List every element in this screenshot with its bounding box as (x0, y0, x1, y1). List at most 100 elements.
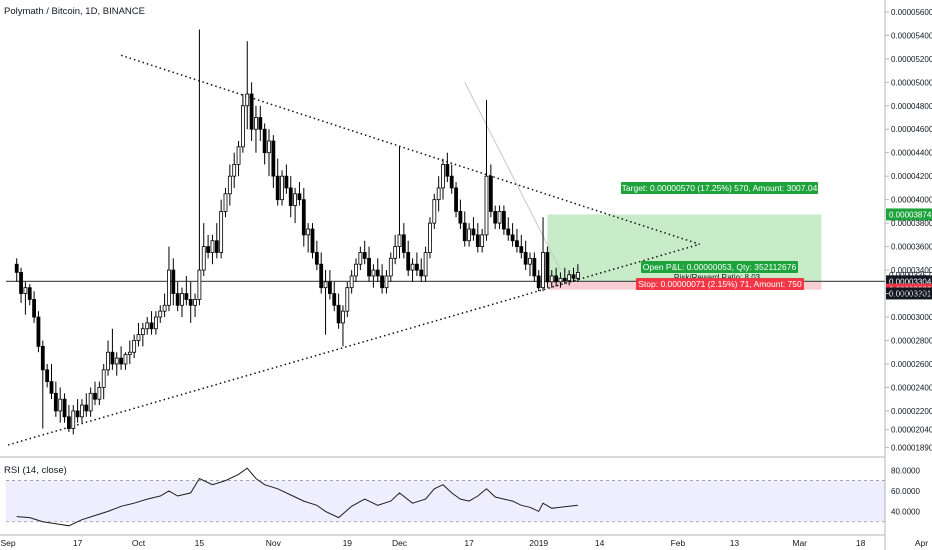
candle-body (541, 252, 545, 289)
candle-body (84, 404, 89, 412)
candle-body (197, 269, 202, 300)
candle-body (380, 275, 385, 289)
candle-body (367, 257, 371, 277)
time-tick-label: 15 (195, 538, 205, 548)
candle-body (358, 252, 363, 265)
candle-body (119, 357, 123, 365)
stop-label: Stop: 0.00000071 (2.15%) 71, Amount: 750 (638, 279, 802, 289)
candle-body (480, 234, 485, 248)
price-tick-label: 0.00003800 (891, 219, 932, 228)
candle-body (14, 263, 19, 273)
pnl-label: Open P&L: 0.00000053, Qty: 352112676 (643, 262, 797, 272)
candle-body (562, 277, 567, 282)
candle-body (345, 287, 350, 312)
target-price-badge: 0.00003874 (889, 210, 932, 219)
candle-body (162, 304, 167, 312)
candle-body (249, 93, 254, 130)
price-tick-label: 0.00004400 (891, 149, 932, 158)
candle-body (140, 328, 145, 336)
candle-body (149, 322, 154, 330)
risk-reward-label: Risk/Reward Ratio: 8.03 (674, 273, 761, 282)
price-tick-label: 0.00002040 (891, 426, 932, 435)
candle-body (388, 257, 393, 277)
candle-body (167, 269, 171, 306)
current-price-badge: 0.00003304 (889, 277, 932, 286)
time-tick-label: Mar (792, 538, 807, 548)
candle-body (445, 164, 450, 177)
candle-body (236, 146, 241, 165)
price-tick-label: 0.00005000 (891, 78, 932, 87)
guide-line[interactable] (464, 82, 561, 271)
lower-trendline[interactable] (7, 243, 700, 446)
rsi-tick-label: 40.0000 (891, 507, 920, 516)
price-tick-label: 0.00004800 (891, 102, 932, 111)
candle-body (432, 199, 437, 224)
candle-body (245, 93, 250, 107)
candle-body (158, 310, 163, 318)
candle-body (106, 351, 110, 371)
candle-body (67, 416, 71, 429)
price-tick-label: 0.00003400 (891, 266, 932, 275)
candle-body (462, 222, 467, 242)
time-tick-label: Nov (266, 538, 282, 548)
pnl-label-bg (641, 261, 798, 273)
candle-body (406, 252, 411, 271)
candle-body (488, 175, 493, 212)
candle-body (306, 228, 311, 236)
candle-body (515, 240, 519, 248)
time-tick-label: Sep (0, 538, 15, 548)
time-tick-label: Feb (671, 538, 686, 548)
time-tick-label: 17 (464, 538, 474, 548)
candle-body (458, 210, 463, 224)
candle-body (75, 410, 80, 418)
candle-body (288, 187, 293, 206)
candle-body (36, 316, 41, 347)
candle-body (493, 210, 498, 224)
price-tick-label: 0.00003200 (891, 290, 932, 299)
candle-body (301, 199, 306, 236)
candle-body (436, 187, 441, 201)
candle-body (410, 263, 415, 271)
candle-body (293, 193, 298, 206)
candle-body (475, 234, 480, 248)
candle-body (49, 381, 54, 394)
candle-body (80, 404, 84, 418)
candle-body (88, 392, 93, 412)
candle-body (336, 304, 341, 324)
candle-body (262, 128, 267, 154)
candle-body (310, 228, 315, 253)
time-tick-label: 13 (730, 538, 740, 548)
candle-body (175, 293, 180, 306)
entry-price-badge: 0.00003201 (889, 289, 932, 298)
candle-body (40, 345, 45, 371)
candle-body (145, 322, 150, 330)
candle-body (467, 228, 472, 242)
candle-body (558, 277, 563, 283)
candle-body (254, 117, 258, 130)
entry-price-badge-bg (886, 287, 932, 300)
rsi-pane: 80.0000 60.0000 40.0000 (6, 466, 920, 527)
candle-body (153, 316, 158, 330)
candle-body (97, 387, 102, 400)
candle-body (110, 351, 115, 365)
candle-body (136, 334, 141, 341)
candle-body (280, 175, 284, 201)
candle-body (27, 287, 32, 300)
candle-body (210, 240, 215, 253)
price-tick-label: 0.00004200 (891, 172, 932, 181)
candle-body (232, 164, 237, 177)
candle-body (545, 252, 550, 283)
time-tick-label: 14 (595, 538, 605, 548)
candle-body (484, 175, 489, 236)
candle-body (501, 210, 506, 230)
candle-body (184, 293, 189, 300)
target-price-badge-bg (886, 208, 932, 221)
candle-body (275, 175, 280, 201)
candle-body (314, 252, 319, 265)
candle-body (393, 246, 398, 259)
candle-body (32, 299, 36, 318)
candle-body (423, 252, 428, 277)
candle-body (323, 281, 328, 289)
candle-body (193, 299, 197, 306)
